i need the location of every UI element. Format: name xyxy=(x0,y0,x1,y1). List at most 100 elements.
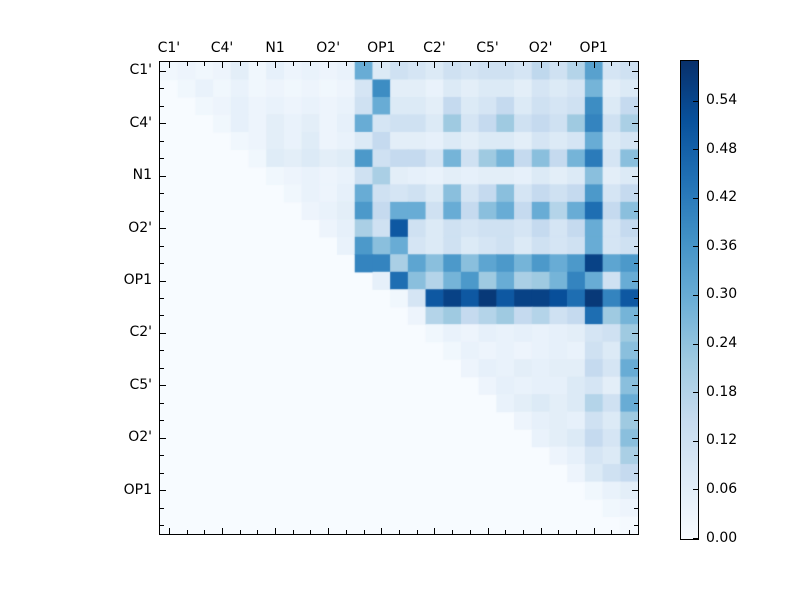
colorbar xyxy=(680,60,699,540)
x-tick xyxy=(363,530,365,534)
x-tick xyxy=(558,62,560,66)
colorbar-tick xyxy=(693,100,698,102)
y-tick xyxy=(632,332,638,334)
y-axis-label-3: O2' xyxy=(128,219,152,236)
y-tick xyxy=(160,490,166,492)
colorbar-tick-label-0: 0.00 xyxy=(706,529,738,546)
y-tick xyxy=(160,507,164,509)
colorbar-tick xyxy=(693,246,698,248)
x-axis-label-1: C4' xyxy=(210,40,234,56)
colorbar-tick-label-1: 0.06 xyxy=(706,480,738,497)
x-tick xyxy=(399,62,400,66)
x-tick xyxy=(257,62,259,66)
y-tick xyxy=(160,525,164,527)
x-tick xyxy=(345,62,347,66)
x-tick xyxy=(611,62,613,66)
x-tick xyxy=(381,62,383,68)
x-tick xyxy=(434,528,436,534)
x-axis-label-2: N1 xyxy=(265,40,285,56)
y-tick xyxy=(160,245,164,247)
x-tick xyxy=(487,528,489,534)
x-tick xyxy=(328,62,330,68)
colorbar-tick xyxy=(693,343,698,345)
x-tick xyxy=(221,62,223,68)
y-tick xyxy=(632,123,638,125)
x-tick xyxy=(310,530,312,534)
y-tick xyxy=(634,525,638,527)
x-axis-label-5: C2' xyxy=(423,40,446,56)
x-tick xyxy=(381,528,383,534)
x-tick xyxy=(540,62,542,68)
x-tick xyxy=(434,62,436,68)
y-tick xyxy=(634,245,638,247)
colorbar-tick xyxy=(693,294,698,296)
colorbar-tick xyxy=(693,440,698,442)
x-axis-label-7: O2' xyxy=(528,40,553,56)
x-tick xyxy=(505,530,507,534)
y-tick xyxy=(160,420,164,422)
y-axis-label-8: OP1 xyxy=(123,481,152,498)
y-tick xyxy=(634,367,638,369)
x-tick xyxy=(186,530,188,534)
y-tick xyxy=(160,455,164,457)
x-tick xyxy=(576,530,578,534)
x-tick xyxy=(629,62,631,66)
x-tick xyxy=(540,528,542,534)
y-tick xyxy=(160,175,166,177)
x-tick xyxy=(168,62,170,68)
x-tick xyxy=(505,62,507,66)
y-axis-label-2: N1 xyxy=(132,167,152,184)
y-tick xyxy=(634,455,638,457)
y-tick xyxy=(160,350,164,352)
y-tick xyxy=(634,140,638,142)
x-tick xyxy=(416,530,418,534)
y-tick xyxy=(160,105,164,107)
y-tick xyxy=(634,210,638,212)
colorbar-tick-label-9: 0.54 xyxy=(706,92,738,108)
y-axis-label-4: OP1 xyxy=(123,272,152,289)
colorbar-tick xyxy=(693,489,698,491)
x-axis-label-3: O2' xyxy=(316,40,341,56)
y-tick xyxy=(160,298,164,299)
colorbar-tick xyxy=(693,149,698,151)
x-tick xyxy=(469,62,471,66)
y-tick xyxy=(160,210,164,212)
y-tick xyxy=(160,158,164,160)
y-tick xyxy=(160,437,166,439)
y-tick xyxy=(634,507,638,509)
colorbar-tick-label-8: 0.48 xyxy=(706,140,738,157)
y-tick xyxy=(634,158,638,160)
y-tick xyxy=(160,472,164,474)
y-tick xyxy=(160,315,164,317)
x-tick xyxy=(363,62,365,66)
y-tick xyxy=(632,175,638,177)
y-tick xyxy=(634,472,638,474)
colorbar-tick xyxy=(693,197,698,199)
x-tick xyxy=(487,62,489,68)
x-tick xyxy=(469,530,471,534)
y-tick xyxy=(634,193,638,195)
y-tick xyxy=(634,298,638,299)
y-tick xyxy=(634,402,638,404)
colorbar-tick-label-7: 0.42 xyxy=(706,189,738,206)
y-tick xyxy=(160,280,166,282)
y-tick xyxy=(160,263,164,265)
x-tick xyxy=(416,62,418,66)
y-tick xyxy=(160,385,166,387)
x-tick xyxy=(221,528,223,534)
y-tick xyxy=(160,88,164,90)
y-tick xyxy=(634,88,638,90)
colorbar-tick-label-2: 0.12 xyxy=(706,432,738,449)
x-tick xyxy=(576,62,578,66)
y-tick xyxy=(634,315,638,317)
colorbar-tick-label-3: 0.18 xyxy=(706,383,738,400)
colorbar-tick xyxy=(693,538,698,539)
y-tick xyxy=(632,490,638,492)
y-tick xyxy=(160,228,166,230)
y-tick xyxy=(632,280,638,282)
y-tick xyxy=(160,332,166,334)
x-tick xyxy=(275,62,277,68)
x-tick xyxy=(168,528,170,534)
y-tick xyxy=(634,350,638,352)
x-axis-label-0: C1' xyxy=(157,40,181,56)
